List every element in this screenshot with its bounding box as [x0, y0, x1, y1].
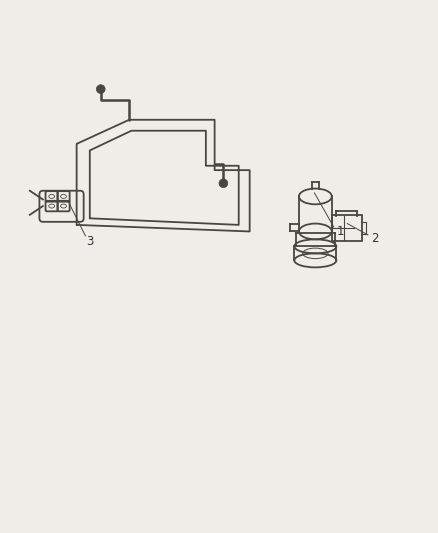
Circle shape — [219, 179, 228, 188]
Text: 1: 1 — [336, 225, 344, 238]
Circle shape — [96, 85, 105, 93]
Text: 3: 3 — [86, 235, 94, 248]
Text: 2: 2 — [371, 232, 379, 245]
